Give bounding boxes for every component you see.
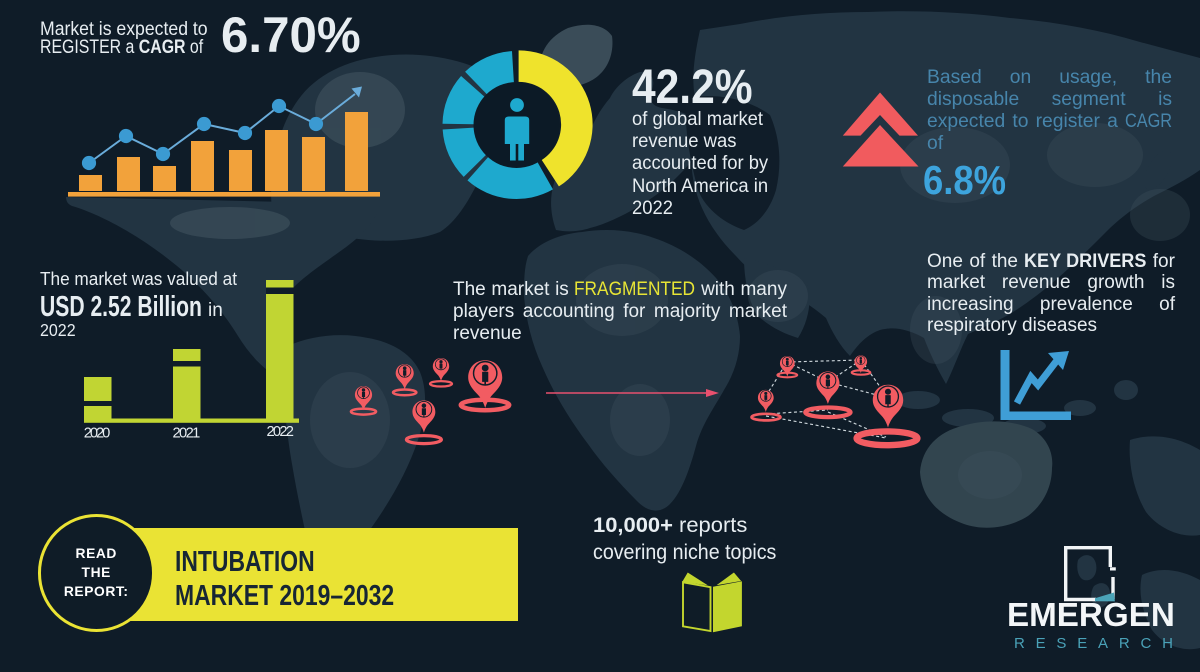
svg-text:2020: 2020 <box>84 426 111 442</box>
svg-text:2021: 2021 <box>173 426 201 442</box>
svg-text:2022: 2022 <box>267 424 294 440</box>
